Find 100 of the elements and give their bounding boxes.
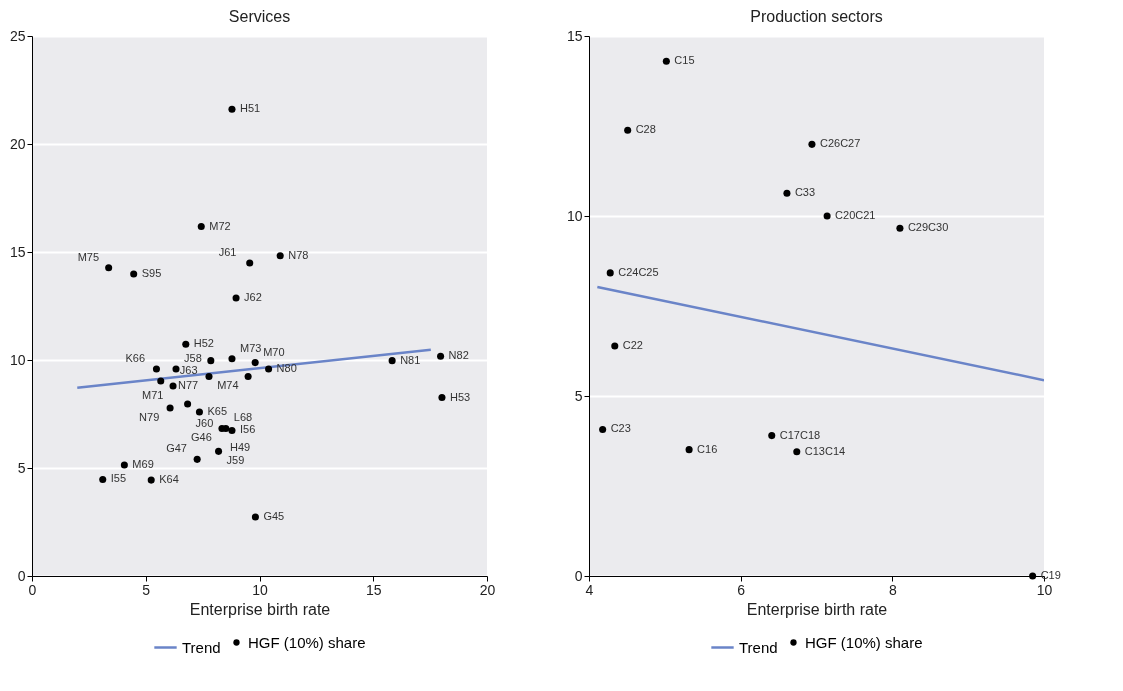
x-tick-label: 20	[479, 581, 496, 598]
point	[228, 105, 236, 113]
legend-label: Trend	[182, 638, 221, 656]
point	[166, 404, 174, 412]
point	[896, 224, 904, 232]
annotation: N82	[448, 349, 469, 362]
annotation: N81	[400, 353, 421, 366]
x-tick-label: 6	[737, 581, 746, 598]
point	[197, 222, 205, 231]
y-tick-label: 10	[9, 351, 26, 368]
point	[251, 359, 259, 367]
point	[793, 448, 801, 456]
annotation: H53	[449, 390, 471, 403]
point	[685, 446, 693, 454]
x-tick-label: 0	[28, 581, 37, 598]
point	[808, 140, 816, 148]
annotation: G46	[190, 431, 212, 444]
point	[157, 377, 165, 385]
annotation: J60	[195, 417, 214, 430]
point	[99, 475, 107, 483]
annotation: J62	[244, 291, 262, 304]
annotation: K66	[125, 352, 146, 365]
annotation: J61	[218, 246, 237, 259]
legend-label: HGF (10%) share	[805, 633, 923, 651]
point	[783, 189, 791, 197]
point	[611, 342, 619, 350]
chart-title: Services	[228, 8, 291, 25]
point	[438, 394, 446, 402]
annotation: H52	[193, 337, 214, 350]
point	[169, 382, 177, 390]
annotation: C29C30	[907, 221, 949, 234]
point	[193, 455, 201, 463]
chart-title: Production sectors	[750, 8, 883, 25]
point	[232, 294, 240, 302]
annotation: M75	[77, 250, 100, 263]
annotation: J59	[226, 454, 245, 467]
x-tick-label: 10	[252, 581, 268, 598]
annotation: C23	[610, 422, 631, 435]
point	[437, 352, 445, 360]
annotation: N78	[288, 248, 309, 261]
y-tick-label: 15	[9, 243, 26, 260]
point	[172, 365, 180, 373]
y-tick-label: 25	[9, 27, 26, 44]
point	[388, 357, 396, 365]
point	[624, 126, 632, 134]
annotation: M71	[142, 388, 164, 401]
point	[251, 513, 259, 521]
annotation: M73	[239, 341, 262, 354]
y-tick-label: 15	[566, 27, 583, 44]
y-tick-label: 5	[17, 459, 26, 476]
point	[823, 212, 831, 220]
point	[599, 425, 607, 434]
annotation: N77	[177, 379, 199, 392]
x-tick-label: 8	[888, 581, 897, 598]
annotation: N79	[139, 410, 160, 423]
annotation: K64	[159, 473, 179, 486]
annotation: M70	[263, 345, 285, 358]
x-tick-label: 5	[142, 581, 151, 598]
annotation: C33	[794, 186, 816, 199]
legend-label: HGF (10%) share	[248, 633, 366, 651]
annotation: J58	[184, 352, 202, 365]
annotation: C17C18	[779, 428, 821, 441]
point	[182, 340, 190, 348]
annotation: G45	[263, 510, 285, 523]
annotation: C19	[1040, 569, 1061, 581]
point	[152, 365, 160, 373]
annotation: C24C25	[618, 265, 659, 278]
point	[606, 269, 614, 277]
x-axis-title: Enterprise birth rate	[746, 600, 888, 618]
point	[228, 355, 236, 363]
point	[768, 432, 776, 440]
annotation: C22	[622, 338, 643, 351]
x-tick-label: 10	[1036, 581, 1053, 598]
point	[228, 426, 236, 434]
point	[1029, 572, 1037, 580]
annotation: C13C14	[804, 444, 846, 457]
point	[195, 408, 203, 416]
point	[222, 424, 230, 432]
annotation: I56	[239, 423, 256, 436]
annotation: C15	[674, 54, 695, 67]
point	[215, 447, 223, 455]
point	[184, 400, 192, 408]
point	[276, 252, 284, 260]
point	[130, 270, 138, 278]
annotation: C28	[635, 123, 656, 136]
y-tick-label: 10	[566, 207, 583, 224]
annotation: H49	[229, 441, 251, 454]
point	[147, 476, 155, 484]
annotation: K65	[207, 405, 228, 418]
point	[244, 372, 252, 380]
annotation: J63	[179, 363, 198, 376]
y-tick-label: 20	[9, 135, 26, 152]
annotation: M72	[209, 219, 231, 232]
annotation: M74	[217, 379, 239, 392]
annotation: C20C21	[835, 209, 876, 221]
y-tick-label: 0	[17, 567, 26, 584]
point	[662, 57, 670, 65]
x-axis-title: Enterprise birth rate	[189, 600, 331, 618]
annotation: S95	[141, 267, 162, 280]
annotation: L68	[233, 411, 253, 424]
